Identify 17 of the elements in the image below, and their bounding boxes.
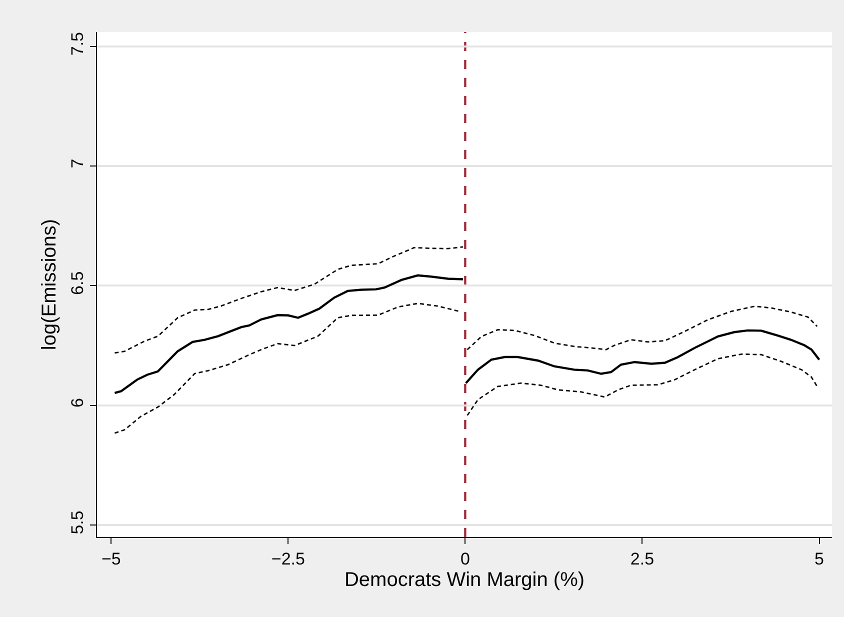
x-tick-label: −5 (101, 549, 121, 568)
x-tick-label: −2.5 (271, 549, 305, 568)
y-tick-label: 7.5 (68, 32, 88, 56)
line-series (466, 306, 818, 350)
y-axis-title: log(Emissions) (38, 218, 61, 350)
y-tick-label: 7 (68, 158, 88, 168)
y-tick-label: 6 (68, 398, 88, 408)
line-series (466, 353, 818, 416)
line-series (114, 274, 464, 394)
line-series (464, 329, 820, 384)
line-series (114, 246, 464, 354)
x-tick-label: 0 (460, 549, 470, 568)
x-tick-label: 5 (814, 549, 824, 568)
x-axis-title: Democrats Win Margin (%) (344, 568, 585, 591)
y-tick-label: 5.5 (68, 510, 88, 534)
y-tick-label: 6.5 (68, 271, 88, 295)
x-tick-label: 2.5 (630, 549, 654, 568)
